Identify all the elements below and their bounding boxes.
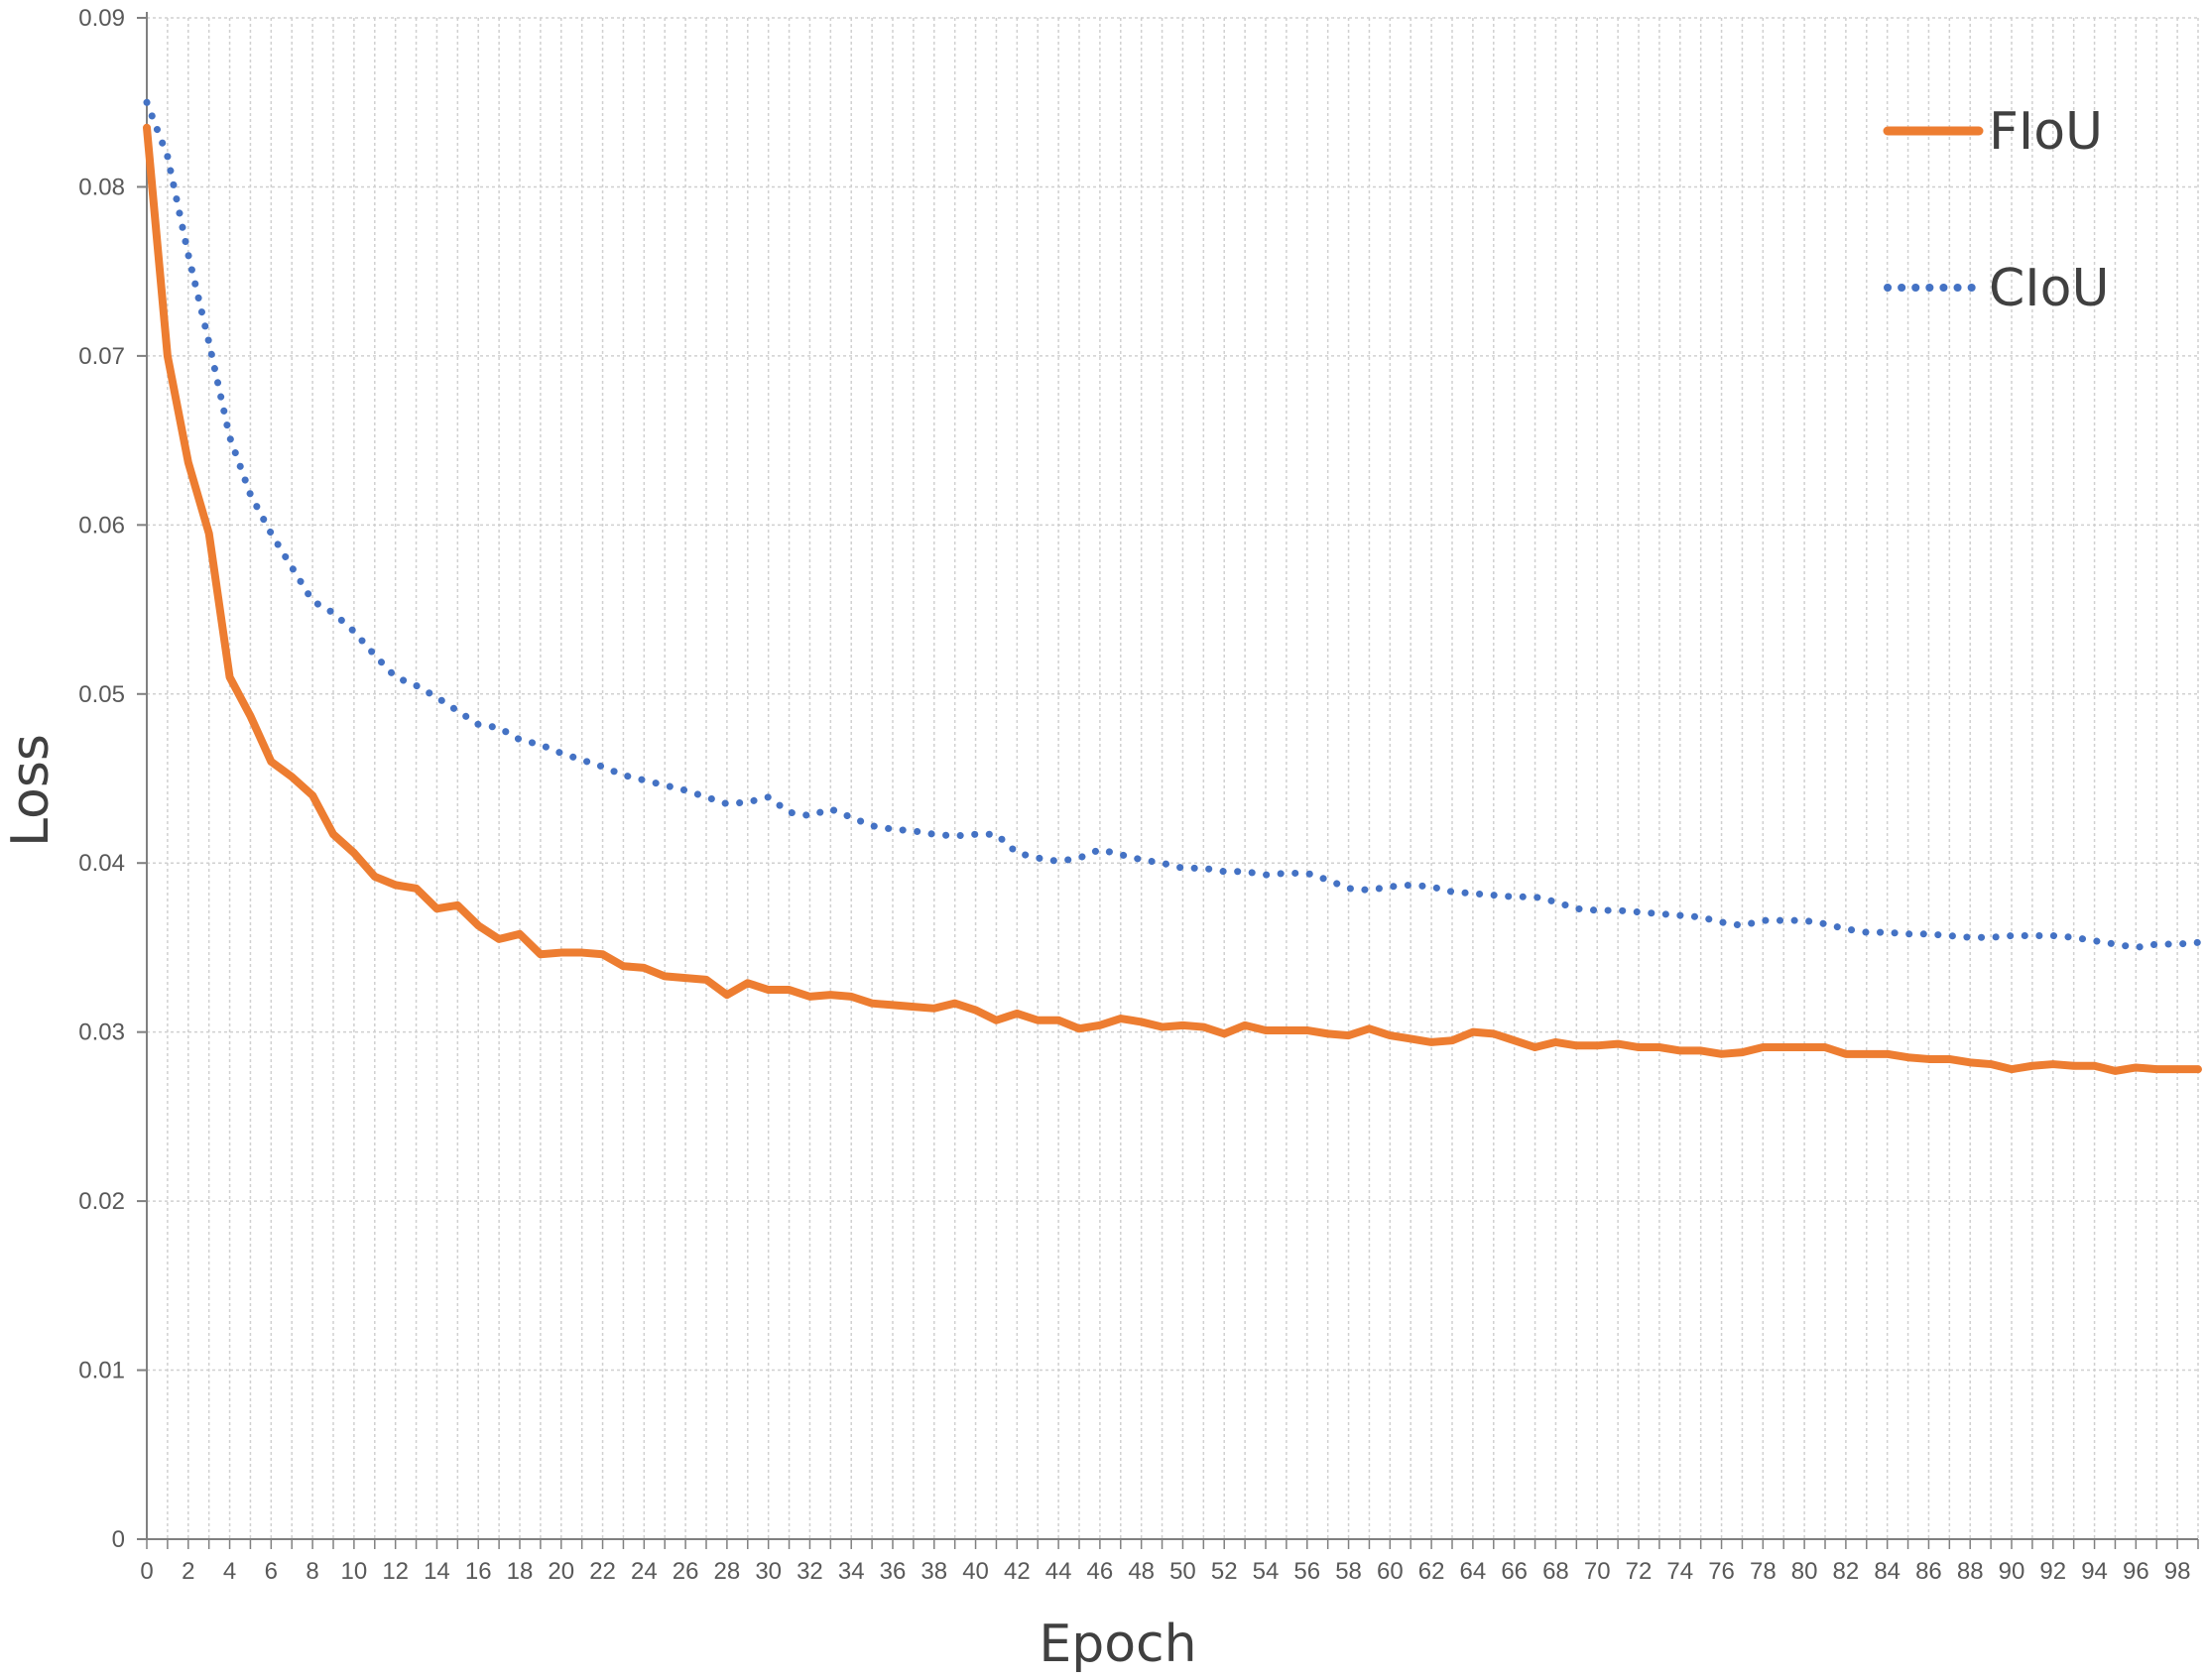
x-tick-label: 24 [631,1558,658,1585]
x-tick-label: 68 [1542,1558,1569,1585]
y-tick-label: 0.03 [78,1020,125,1046]
y-axis-title: Loss [1,734,61,847]
x-tick-label: 10 [341,1558,368,1585]
x-tick-label: 66 [1501,1558,1528,1585]
x-tick-label: 16 [465,1558,492,1585]
x-tick-label: 6 [265,1558,278,1585]
x-tick-label: 46 [1087,1558,1114,1585]
x-tick-label: 40 [962,1558,989,1585]
x-tick-label: 58 [1335,1558,1362,1585]
series [143,98,2202,1075]
x-tick-label: 52 [1211,1558,1238,1585]
x-tick-label: 96 [2123,1558,2149,1585]
y-tick-label: 0.01 [78,1358,125,1384]
y-tick-label: 0.05 [78,681,125,708]
y-tick-label: 0.06 [78,512,125,539]
x-tick-label: 88 [1957,1558,1984,1585]
x-tick-label: 92 [2039,1558,2066,1585]
y-tick-label: 0 [112,1526,125,1553]
x-tick-label: 20 [548,1558,574,1585]
x-tick-label: 32 [797,1558,823,1585]
x-tick-label: 4 [223,1558,236,1585]
legend: FIoU CIoU [1883,102,2110,318]
x-tick-label: 72 [1626,1558,1653,1585]
y-tick-label: 0.02 [78,1188,125,1215]
y-tick-label: 0.09 [78,5,125,32]
x-tick-label: 64 [1460,1558,1487,1585]
x-tick-label: 22 [589,1558,616,1585]
y-tick-label: 0.08 [78,174,125,200]
x-tick-label: 44 [1045,1558,1072,1585]
x-tick-label: 14 [424,1558,450,1585]
x-tick-label: 78 [1750,1558,1777,1585]
x-tick-label: 62 [1418,1558,1445,1585]
x-tick-label: 98 [2164,1558,2191,1585]
x-tick-label: 90 [1999,1558,2025,1585]
tick-labels: 00.010.020.030.040.050.060.070.080.090 2 4… [78,5,2190,1585]
x-tick-label: 38 [920,1558,947,1585]
x-tick-label: 84 [1874,1558,1900,1585]
legend-label-ciou: CIoU [1989,259,2110,318]
x-tick-label: 12 [382,1558,409,1585]
x-tick-label: 76 [1708,1558,1735,1585]
x-tick-label: 80 [1791,1558,1818,1585]
x-tick-label: 70 [1584,1558,1611,1585]
x-tick-label: 94 [2081,1558,2108,1585]
x-tick-label: 86 [1915,1558,1942,1585]
axes [137,12,2199,1549]
x-tick-label: 60 [1377,1558,1404,1585]
x-axis-title: Epoch [1039,1615,1196,1674]
x-tick-label: 26 [673,1558,699,1585]
y-tick-label: 0.07 [78,343,125,370]
x-tick-label: 42 [1004,1558,1031,1585]
x-tick-label: 30 [755,1558,782,1585]
x-tick-label: 0 [140,1558,153,1585]
x-tick-label: 74 [1666,1558,1693,1585]
legend-label-fiou: FIoU [1989,102,2103,162]
x-tick-label: 8 [306,1558,318,1585]
x-tick-label: 36 [880,1558,907,1585]
x-tick-label: 48 [1128,1558,1155,1585]
y-tick-label: 0.04 [78,850,125,877]
x-tick-label: 28 [714,1558,741,1585]
x-tick-label: 18 [507,1558,534,1585]
x-tick-label: 56 [1293,1558,1320,1585]
grid [147,17,2199,1539]
x-tick-label: 54 [1253,1558,1280,1585]
series-line-fiou [143,123,2202,1075]
x-tick-label: 50 [1169,1558,1196,1585]
x-tick-label: 34 [838,1558,865,1585]
x-tick-label: 2 [182,1558,194,1585]
x-tick-label: 82 [1833,1558,1860,1585]
